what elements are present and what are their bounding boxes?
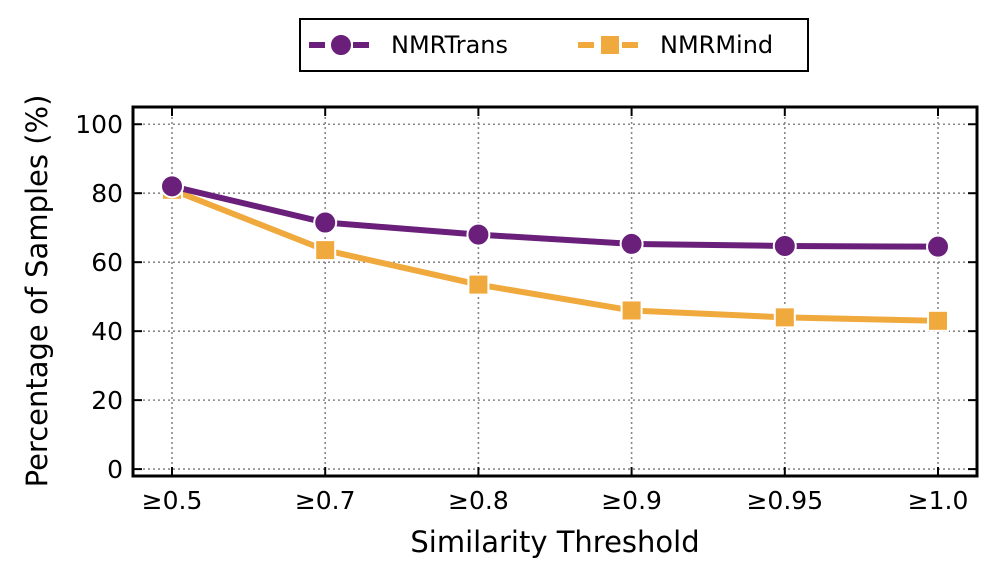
series-nmrtrans-point [619, 231, 644, 256]
series-nmrmind [161, 178, 949, 332]
x-tick-label: ≥0.7 [295, 486, 356, 515]
plot-area-frame [131, 105, 979, 478]
series-nmrmind-point [467, 273, 490, 296]
series-layer [160, 174, 950, 332]
series-nmrmind-point [927, 309, 949, 332]
y-tick-label: 60 [91, 248, 123, 277]
legend-label: NMRMind [660, 31, 773, 59]
legend-entry-nmrtrans: NMRTrans [309, 31, 508, 59]
y-tick-label: 40 [91, 317, 123, 346]
series-nmrtrans-point [313, 210, 338, 235]
legend-entry-nmrmind: NMRMind [578, 31, 773, 59]
legend: NMRTrans NMRMind [299, 18, 809, 72]
series-nmrtrans [160, 174, 950, 259]
legend-swatch-marker [599, 34, 621, 56]
series-nmrtrans-point [160, 174, 184, 199]
y-tick-label: 80 [91, 179, 123, 208]
series-nmrmind-line [170, 186, 939, 324]
y-tick-label: 0 [107, 455, 123, 484]
series-nmrtrans-line [171, 183, 939, 250]
series-nmrmind-point [620, 299, 643, 322]
x-tick-label: ≥0.95 [746, 486, 823, 515]
x-tick-label: ≥1.0 [908, 486, 969, 515]
grid [133, 107, 977, 476]
series-nmrtrans-point [926, 234, 950, 259]
legend-frame [299, 18, 809, 72]
series-nmrmind-point [314, 239, 337, 262]
x-ticks: ≥0.5 ≥0.7 ≥0.8 ≥0.9 ≥0.95 ≥1.0 [142, 107, 969, 515]
series-nmrtrans-point [772, 233, 797, 258]
legend-swatch-marker [329, 33, 353, 57]
y-tick-label: 20 [91, 386, 123, 415]
series-nmrmind-point [773, 306, 796, 329]
y-tick-label: 100 [75, 110, 123, 139]
y-ticks: 0 20 40 60 80 100 [75, 110, 977, 484]
x-axis-title: Similarity Threshold [410, 525, 699, 559]
y-axis-title: Percentage of Samples (%) [20, 95, 54, 488]
x-tick-label: ≥0.8 [448, 486, 509, 515]
series-nmrtrans-point [466, 222, 491, 247]
x-tick-label: ≥0.5 [142, 486, 203, 515]
legend-label: NMRTrans [391, 31, 508, 59]
x-tick-label: ≥0.9 [601, 486, 662, 515]
